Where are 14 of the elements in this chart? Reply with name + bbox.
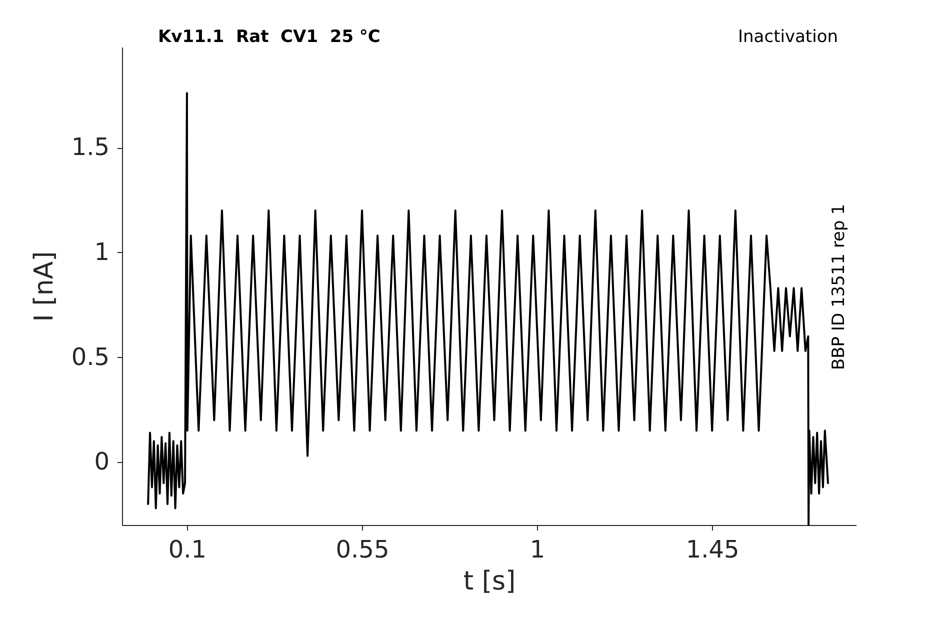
x-tick-label: 1	[530, 536, 546, 564]
chart-title: Kv11.1 Rat CV1 25 °C	[158, 27, 380, 47]
y-tick-label: 0.5	[71, 342, 110, 371]
y-tick-label: 1	[94, 238, 110, 266]
y-axis-title: I [nA]	[29, 251, 60, 322]
x-tick-label: 1.45	[686, 536, 740, 564]
annotation: BBP ID 13511 rep 1	[829, 204, 849, 370]
line-series	[147, 92, 829, 526]
x-tick-label: 0.1	[168, 536, 207, 564]
y-tick-label: 1.5	[71, 133, 110, 162]
y-tick-label: 0	[94, 448, 110, 476]
text: Inactivation	[738, 27, 838, 47]
x-axis-title: t [s]	[463, 566, 516, 596]
x-tick-label: 0.55	[336, 536, 390, 564]
